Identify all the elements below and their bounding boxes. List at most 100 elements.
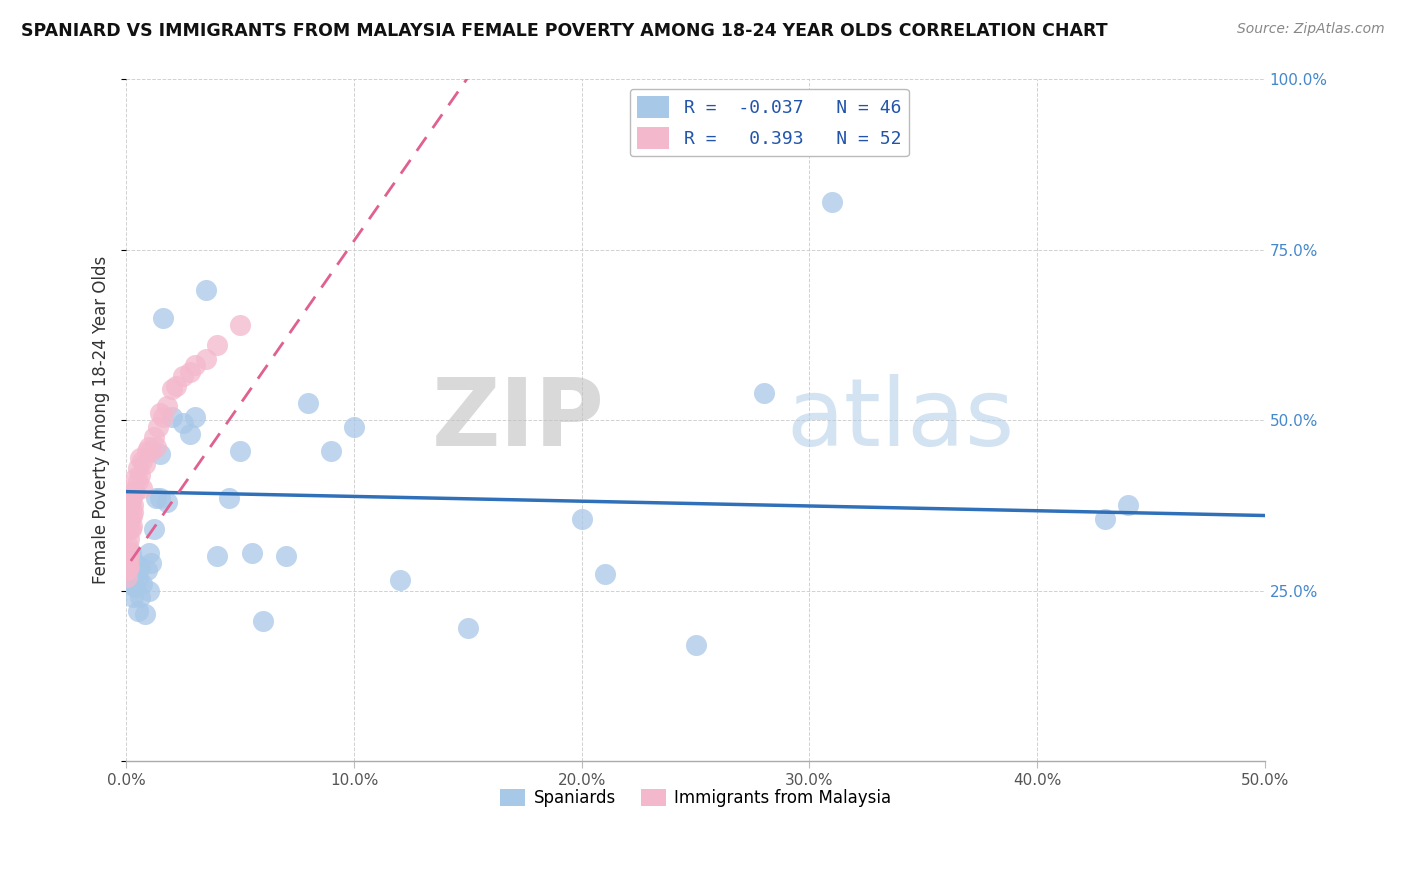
Point xyxy=(229,318,252,332)
Point xyxy=(131,454,153,468)
Point xyxy=(117,559,139,574)
Point xyxy=(160,382,183,396)
Point xyxy=(134,458,156,472)
Point xyxy=(122,570,145,584)
Point xyxy=(120,546,142,560)
Point xyxy=(752,385,775,400)
Point xyxy=(115,556,138,570)
Point xyxy=(129,559,152,574)
Point xyxy=(129,591,152,605)
Point xyxy=(118,549,141,564)
Text: ZIP: ZIP xyxy=(432,374,605,466)
Point xyxy=(172,417,194,431)
Point xyxy=(138,440,160,454)
Point xyxy=(129,450,152,465)
Point xyxy=(571,512,593,526)
Point xyxy=(145,491,167,506)
Point xyxy=(149,406,172,420)
Point xyxy=(1116,498,1139,512)
Point xyxy=(118,522,141,536)
Point xyxy=(183,409,205,424)
Point xyxy=(207,338,229,352)
Point xyxy=(127,460,149,475)
Point xyxy=(135,443,157,458)
Point xyxy=(118,491,141,506)
Point xyxy=(120,495,142,509)
Point xyxy=(120,484,142,499)
Point xyxy=(124,484,146,499)
Point xyxy=(122,591,145,605)
Text: Source: ZipAtlas.com: Source: ZipAtlas.com xyxy=(1237,22,1385,37)
Point xyxy=(117,546,139,560)
Point xyxy=(120,522,142,536)
Point xyxy=(297,396,319,410)
Point xyxy=(152,409,174,424)
Point xyxy=(218,491,240,506)
Y-axis label: Female Poverty Among 18-24 Year Olds: Female Poverty Among 18-24 Year Olds xyxy=(93,256,110,584)
Point xyxy=(148,420,170,434)
Point xyxy=(131,576,153,591)
Point xyxy=(156,400,179,414)
Point xyxy=(145,440,167,454)
Point xyxy=(124,556,146,570)
Point xyxy=(118,495,141,509)
Point xyxy=(121,508,143,523)
Point xyxy=(124,580,146,594)
Point xyxy=(179,365,201,379)
Point xyxy=(179,426,201,441)
Point xyxy=(117,556,139,570)
Point xyxy=(122,498,145,512)
Point xyxy=(127,604,149,618)
Point xyxy=(120,576,142,591)
Point xyxy=(117,542,139,557)
Text: SPANIARD VS IMMIGRANTS FROM MALAYSIA FEMALE POVERTY AMONG 18-24 YEAR OLDS CORREL: SPANIARD VS IMMIGRANTS FROM MALAYSIA FEM… xyxy=(21,22,1108,40)
Point xyxy=(134,607,156,622)
Point xyxy=(1094,512,1116,526)
Text: atlas: atlas xyxy=(787,374,1015,466)
Point xyxy=(142,430,165,444)
Point xyxy=(321,443,343,458)
Point xyxy=(131,481,153,495)
Point xyxy=(115,563,138,577)
Point xyxy=(149,491,172,506)
Point xyxy=(165,379,187,393)
Point xyxy=(457,621,479,635)
Point xyxy=(138,546,160,560)
Legend: Spaniards, Immigrants from Malaysia: Spaniards, Immigrants from Malaysia xyxy=(494,782,898,814)
Point xyxy=(141,443,163,458)
Point xyxy=(149,447,172,461)
Point xyxy=(135,563,157,577)
Point xyxy=(685,638,707,652)
Point xyxy=(240,546,263,560)
Point xyxy=(115,570,138,584)
Point xyxy=(172,368,194,383)
Point xyxy=(141,556,163,570)
Point xyxy=(117,563,139,577)
Point xyxy=(593,566,616,581)
Point xyxy=(821,194,844,209)
Point xyxy=(195,351,218,366)
Point xyxy=(183,359,205,373)
Point xyxy=(388,574,411,588)
Point xyxy=(117,533,139,547)
Point xyxy=(117,539,139,553)
Point xyxy=(129,467,152,482)
Point xyxy=(229,443,252,458)
Point xyxy=(152,310,174,325)
Point xyxy=(156,495,179,509)
Point xyxy=(252,614,274,628)
Point xyxy=(122,484,145,499)
Point xyxy=(118,516,141,530)
Point xyxy=(195,284,218,298)
Point xyxy=(117,553,139,567)
Point xyxy=(124,471,146,485)
Point xyxy=(117,559,139,574)
Point xyxy=(274,549,297,564)
Point xyxy=(122,505,145,519)
Point xyxy=(142,522,165,536)
Point xyxy=(117,559,139,574)
Point xyxy=(160,409,183,424)
Point xyxy=(121,518,143,533)
Point xyxy=(138,583,160,598)
Point xyxy=(120,512,142,526)
